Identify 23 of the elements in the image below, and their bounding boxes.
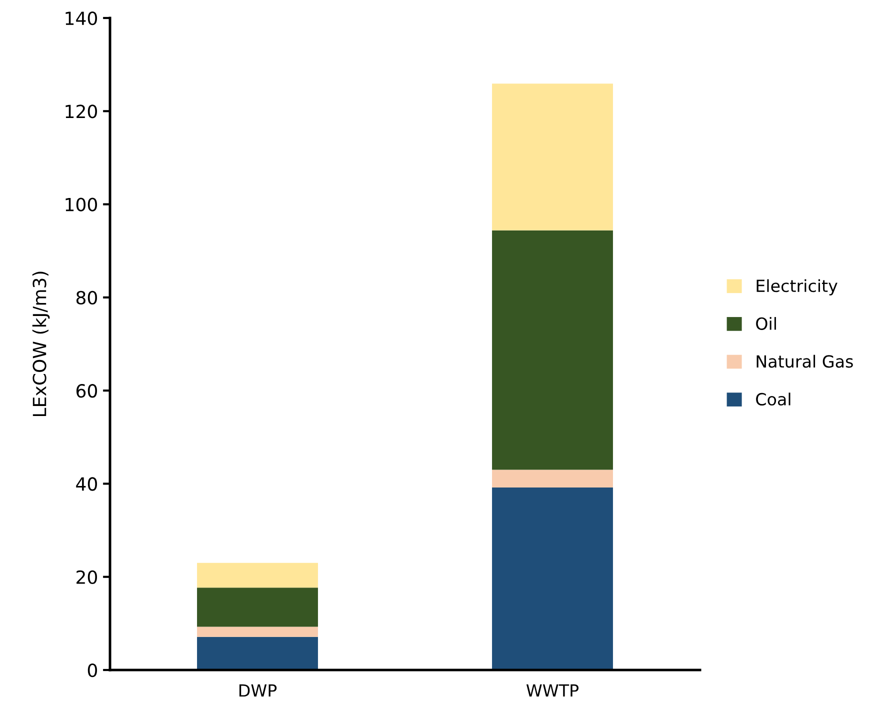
y-tick-label: 120 <box>66 104 97 118</box>
y-tick-label: 20 <box>76 570 97 584</box>
bar <box>197 562 318 588</box>
legend-label: Coal <box>756 392 790 406</box>
legend-label: Electricity <box>756 279 838 296</box>
y-tick-label: 140 <box>66 11 97 26</box>
bar <box>197 626 318 637</box>
y-tick-label: 40 <box>76 477 97 491</box>
x-tick-label: DWP <box>239 684 277 697</box>
bar <box>492 487 613 670</box>
bar <box>492 470 613 488</box>
y-tick-label: 100 <box>66 198 97 212</box>
y-tick-label: 0 <box>88 663 97 678</box>
bar <box>492 230 613 470</box>
legend-label: Natural Gas <box>756 354 853 368</box>
y-tick-label: 80 <box>76 290 97 305</box>
x-tick-label: WWTP <box>526 684 579 697</box>
bar <box>492 84 613 230</box>
y-axis-title: LExCOW (kJ/m3) <box>32 272 50 416</box>
bar <box>197 588 318 627</box>
legend-label: Oil <box>756 317 776 330</box>
y-tick-label: 60 <box>76 384 97 398</box>
bar <box>197 636 318 670</box>
